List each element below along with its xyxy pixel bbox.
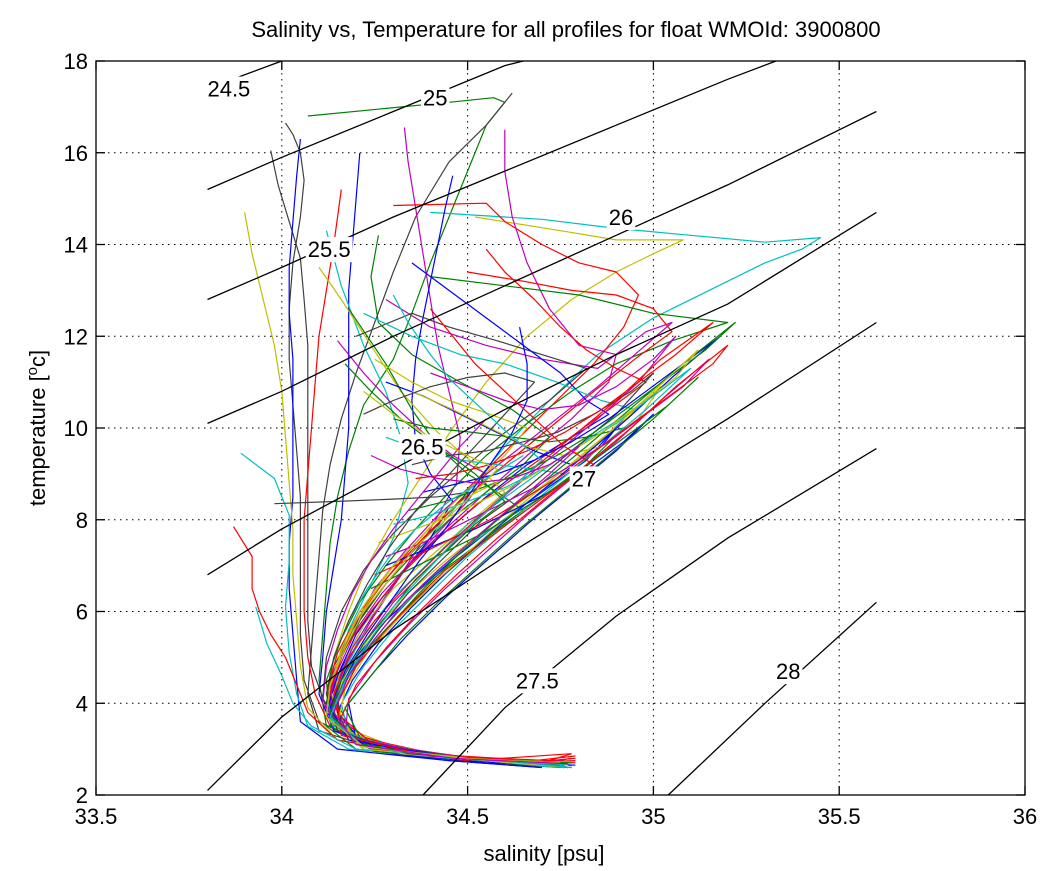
y-tick-label: 8	[76, 508, 88, 533]
density-contour-line	[207, 321, 877, 791]
profile-line	[329, 175, 568, 769]
density-contour-label-bg	[398, 434, 446, 460]
density-contour-label: 26.5	[401, 434, 444, 459]
x-tick-label: 33.5	[75, 804, 118, 829]
density-contour-label: 24.5	[207, 77, 250, 102]
density-contour-label-bg	[205, 76, 253, 102]
profile-line	[333, 445, 580, 765]
y-axis-label-unit: c]	[25, 350, 50, 367]
density-contours	[207, 60, 877, 796]
profile-line	[325, 372, 565, 766]
density-contour-labels: 24.5 25 25.5 26 26.5 27 27.5 28	[205, 76, 803, 694]
y-tick-label: 6	[76, 600, 88, 625]
x-tick-label: 36	[1013, 804, 1037, 829]
x-tick-label: 35	[641, 804, 665, 829]
density-contour-label: 25.5	[308, 237, 351, 262]
profile-line	[344, 358, 710, 764]
y-axis-label-superscript: o	[24, 367, 41, 375]
density-contour-label-bg	[305, 237, 353, 263]
density-contour-line	[207, 110, 877, 424]
y-tick-label: 18	[64, 49, 88, 74]
profile-line	[329, 294, 565, 766]
density-contour-label-bg	[774, 659, 803, 685]
y-axis-label-main: temperature [	[25, 375, 50, 506]
profile-line	[244, 212, 524, 764]
profile-line	[284, 122, 561, 769]
profile-line	[325, 477, 572, 763]
profile-line	[336, 308, 595, 763]
density-contour-label-bg	[513, 668, 561, 694]
x-axis-label: salinity [psu]	[483, 841, 604, 866]
profile-line	[344, 376, 699, 766]
chart-title: Salinity vs, Temperature for all profile…	[251, 17, 880, 42]
profile-line	[333, 372, 655, 764]
density-contour-label-bg	[569, 466, 599, 492]
profile-line	[307, 92, 513, 764]
y-tick-label: 10	[64, 416, 88, 441]
density-contour-label: 26	[609, 205, 633, 230]
density-contour-line	[207, 211, 877, 576]
density-contour-line	[207, 60, 777, 301]
density-contour-line	[207, 60, 524, 191]
density-contour-label: 27	[572, 466, 596, 491]
density-contour-line	[667, 601, 877, 796]
y-tick-labels: 2 4 6 8 10 12 14 16 18	[64, 49, 88, 808]
density-contour-label: 28	[776, 659, 800, 684]
y-tick-label: 4	[76, 691, 88, 716]
y-tick-label: 2	[76, 783, 88, 808]
x-tick-label: 35.5	[818, 804, 861, 829]
y-tick-label: 12	[64, 324, 88, 349]
density-contour-line	[422, 448, 877, 796]
y-axis-label: temperature [oc]	[24, 350, 51, 506]
y-tick-label: 16	[64, 141, 88, 166]
profile-line	[322, 418, 557, 764]
density-contour-label: 25	[423, 86, 447, 111]
profile-line	[325, 390, 561, 764]
profile-line	[288, 138, 542, 769]
density-contour-label-bg	[421, 85, 450, 111]
x-tick-label: 34.5	[446, 804, 489, 829]
x-tick-label: 34	[270, 804, 294, 829]
axis-ticks	[95, 60, 1026, 796]
y-tick-label: 14	[64, 233, 88, 258]
density-contour-label: 27.5	[516, 668, 559, 693]
grid	[96, 61, 1025, 795]
profile-lines	[232, 92, 822, 769]
profile-line	[340, 344, 729, 764]
x-tick-labels: 33.5 34 34.5 35 35.5 36	[75, 804, 1038, 829]
density-contour-label-bg	[606, 204, 636, 230]
